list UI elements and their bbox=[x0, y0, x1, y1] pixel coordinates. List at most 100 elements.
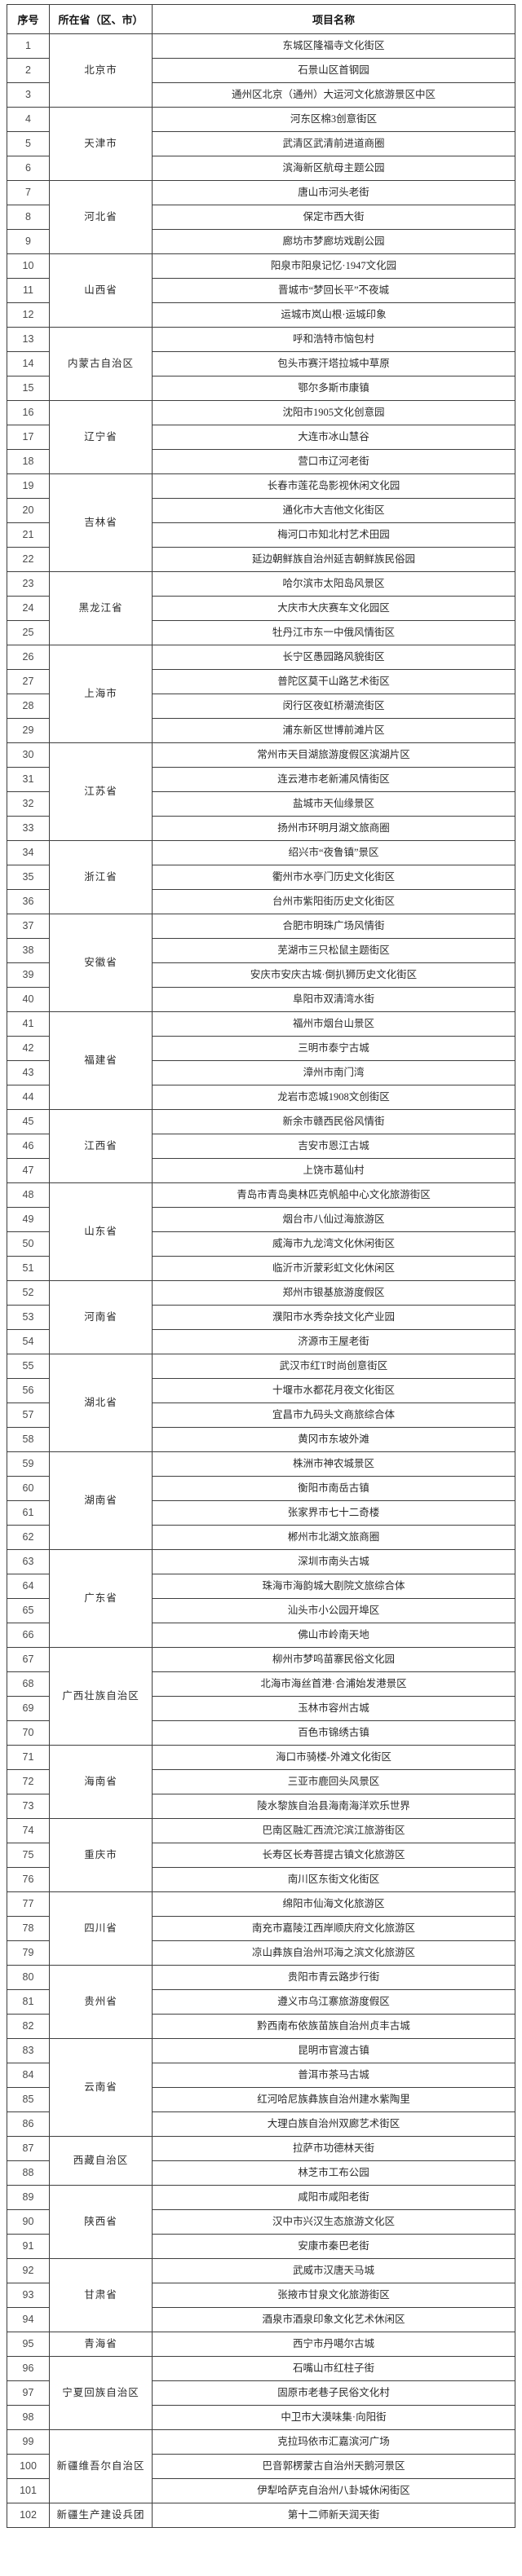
project-name-cell: 河东区棉3创意街区 bbox=[152, 107, 515, 132]
project-name-cell: 郴州市北湖文旅商圈 bbox=[152, 1525, 515, 1550]
row-number-cell: 98 bbox=[7, 2405, 50, 2430]
table-row: 24 大庆市大庆赛车文化园区 bbox=[7, 596, 515, 621]
project-name-cell: 南川区东街文化街区 bbox=[152, 1867, 515, 1892]
project-name-cell: 通州区北京（通州）大运河文化旅游景区中区 bbox=[152, 82, 515, 108]
header-province: 所在省（区、市） bbox=[49, 4, 153, 34]
project-name-cell: 烟台市八仙过海旅游区 bbox=[152, 1207, 515, 1232]
province-cell: 辽宁省 bbox=[49, 400, 153, 474]
table-row: 95 青海省 西宁市丹噶尔古城 bbox=[7, 2332, 515, 2357]
project-name-cell: 拉萨市功德林天街 bbox=[152, 2136, 515, 2161]
row-number-cell: 25 bbox=[7, 620, 50, 645]
row-number-cell: 94 bbox=[7, 2307, 50, 2332]
row-number-cell: 11 bbox=[7, 278, 50, 303]
table-row: 74 重庆市 巴南区融汇西流沱滨江旅游街区 bbox=[7, 1818, 515, 1892]
project-name-cell: 台州市紫阳街历史文化街区 bbox=[152, 889, 515, 914]
project-name-cell: 唐山市河头老街 bbox=[152, 180, 515, 205]
row-number-cell: 77 bbox=[7, 1891, 50, 1917]
table-row: 31 连云港市老新浦风情街区 bbox=[7, 767, 515, 792]
project-name-cell: 衡阳市南岳古镇 bbox=[152, 1476, 515, 1501]
table-row: 17 大连市冰山慧谷 bbox=[7, 425, 515, 450]
row-number-cell: 54 bbox=[7, 1329, 50, 1354]
province-cell: 河北省 bbox=[49, 180, 153, 254]
row-number-cell: 58 bbox=[7, 1427, 50, 1452]
row-number-cell: 32 bbox=[7, 791, 50, 817]
project-name-cell: 保定市西大街 bbox=[152, 205, 515, 230]
project-name-cell: 十堰市水都花月夜文化街区 bbox=[152, 1378, 515, 1403]
project-name-cell: 安康市秦巴老街 bbox=[152, 2234, 515, 2259]
table-row: 4 天津市 河东区棉3创意街区 bbox=[7, 107, 515, 181]
table-row: 65 汕头市小公园开埠区 bbox=[7, 1598, 515, 1623]
province-cell: 湖南省 bbox=[49, 1451, 153, 1550]
table-row: 34 浙江省 绍兴市“夜鲁镇”景区 bbox=[7, 840, 515, 914]
row-number-cell: 39 bbox=[7, 962, 50, 988]
row-number-cell: 4 bbox=[7, 107, 50, 132]
project-name-cell: 绍兴市“夜鲁镇”景区 bbox=[152, 840, 515, 865]
project-name-cell: 东城区隆福寺文化街区 bbox=[152, 33, 515, 59]
table-row: 29 浦东新区世博前滩片区 bbox=[7, 718, 515, 743]
province-cell: 山东省 bbox=[49, 1182, 153, 1281]
province-cell: 广西壮族自治区 bbox=[49, 1647, 153, 1746]
row-number-cell: 97 bbox=[7, 2380, 50, 2406]
table-row: 7 河北省 唐山市河头老街 bbox=[7, 180, 515, 254]
table-row: 97 固原市老巷子民俗文化村 bbox=[7, 2380, 515, 2406]
project-name-cell: 酒泉市酒泉印象文化艺术休闲区 bbox=[152, 2307, 515, 2332]
table-row: 16 辽宁省 沈阳市1905文化创意园 bbox=[7, 400, 515, 474]
province-cell: 内蒙古自治区 bbox=[49, 327, 153, 401]
project-name-cell: 呼和浩特市恼包村 bbox=[152, 327, 515, 352]
row-number-cell: 85 bbox=[7, 2087, 50, 2112]
row-number-cell: 68 bbox=[7, 1671, 50, 1697]
row-number-cell: 82 bbox=[7, 2014, 50, 2039]
province-cell: 浙江省 bbox=[49, 840, 153, 914]
row-number-cell: 47 bbox=[7, 1158, 50, 1183]
project-name-cell: 黄冈市东坡外滩 bbox=[152, 1427, 515, 1452]
project-name-cell: 汕头市小公园开埠区 bbox=[152, 1598, 515, 1623]
table-row: 102 新疆生产建设兵团 第十二师新天润天街 bbox=[7, 2503, 515, 2528]
project-name-cell: 郑州市银基旅游度假区 bbox=[152, 1280, 515, 1306]
row-number-cell: 93 bbox=[7, 2283, 50, 2308]
project-name-cell: 安庆市安庆古城·倒扒狮历史文化街区 bbox=[152, 962, 515, 988]
row-number-cell: 55 bbox=[7, 1354, 50, 1379]
row-number-cell: 24 bbox=[7, 596, 50, 621]
project-name-cell: 玉林市容州古城 bbox=[152, 1696, 515, 1721]
table-row: 37 安徽省 合肥市明珠广场风情街 bbox=[7, 914, 515, 1012]
project-name-cell: 克拉玛依市汇嘉滨河广场 bbox=[152, 2429, 515, 2455]
table-row: 94 酒泉市酒泉印象文化艺术休闲区 bbox=[7, 2307, 515, 2332]
table-row: 8 保定市西大街 bbox=[7, 205, 515, 230]
project-name-cell: 三明市泰宁古城 bbox=[152, 1036, 515, 1061]
table-row: 42 三明市泰宁古城 bbox=[7, 1036, 515, 1061]
row-number-cell: 71 bbox=[7, 1745, 50, 1770]
project-name-cell: 福州市烟台山景区 bbox=[152, 1011, 515, 1037]
table-row: 66 佛山市岭南天地 bbox=[7, 1623, 515, 1648]
project-name-cell: 长宁区愚园路风貌街区 bbox=[152, 645, 515, 670]
row-number-cell: 49 bbox=[7, 1207, 50, 1232]
table-row: 20 通化市大吉他文化街区 bbox=[7, 498, 515, 523]
project-name-cell: 绵阳市仙海文化旅游区 bbox=[152, 1891, 515, 1917]
table-row: 47 上饶市葛仙村 bbox=[7, 1158, 515, 1183]
row-number-cell: 76 bbox=[7, 1867, 50, 1892]
project-name-cell: 延边朝鲜族自治州延吉朝鲜族民俗园 bbox=[152, 547, 515, 572]
project-name-cell: 运城市岚山根·运城印象 bbox=[152, 302, 515, 328]
project-name-cell: 珠海市海韵城大剧院文旅综合体 bbox=[152, 1574, 515, 1599]
row-number-cell: 18 bbox=[7, 449, 50, 474]
province-cell: 陕西省 bbox=[49, 2185, 153, 2259]
project-name-cell: 威海市九龙湾文化休闲街区 bbox=[152, 1231, 515, 1257]
header-serial-number: 序号 bbox=[7, 4, 50, 34]
row-number-cell: 62 bbox=[7, 1525, 50, 1550]
table-row: 76 南川区东街文化街区 bbox=[7, 1867, 515, 1892]
project-name-cell: 浦东新区世博前滩片区 bbox=[152, 718, 515, 743]
project-name-cell: 扬州市环明月湖文旅商圈 bbox=[152, 816, 515, 841]
table-row: 99 新疆维吾尔自治区 克拉玛依市汇嘉滨河广场 bbox=[7, 2429, 515, 2503]
row-number-cell: 44 bbox=[7, 1085, 50, 1110]
project-name-cell: 长春市莲花岛影视休闲文化园 bbox=[152, 473, 515, 499]
project-name-cell: 佛山市岭南天地 bbox=[152, 1623, 515, 1648]
project-name-cell: 哈尔滨市太阳岛风景区 bbox=[152, 571, 515, 597]
province-cell: 黑龙江省 bbox=[49, 571, 153, 645]
row-number-cell: 79 bbox=[7, 1940, 50, 1966]
table-row: 32 盐城市天仙缘景区 bbox=[7, 791, 515, 817]
project-name-cell: 漳州市南门湾 bbox=[152, 1060, 515, 1085]
table-row: 72 三亚市鹿回头风景区 bbox=[7, 1769, 515, 1794]
row-number-cell: 43 bbox=[7, 1060, 50, 1085]
province-cell: 云南省 bbox=[49, 2038, 153, 2137]
header-project-name: 项目名称 bbox=[152, 4, 515, 34]
